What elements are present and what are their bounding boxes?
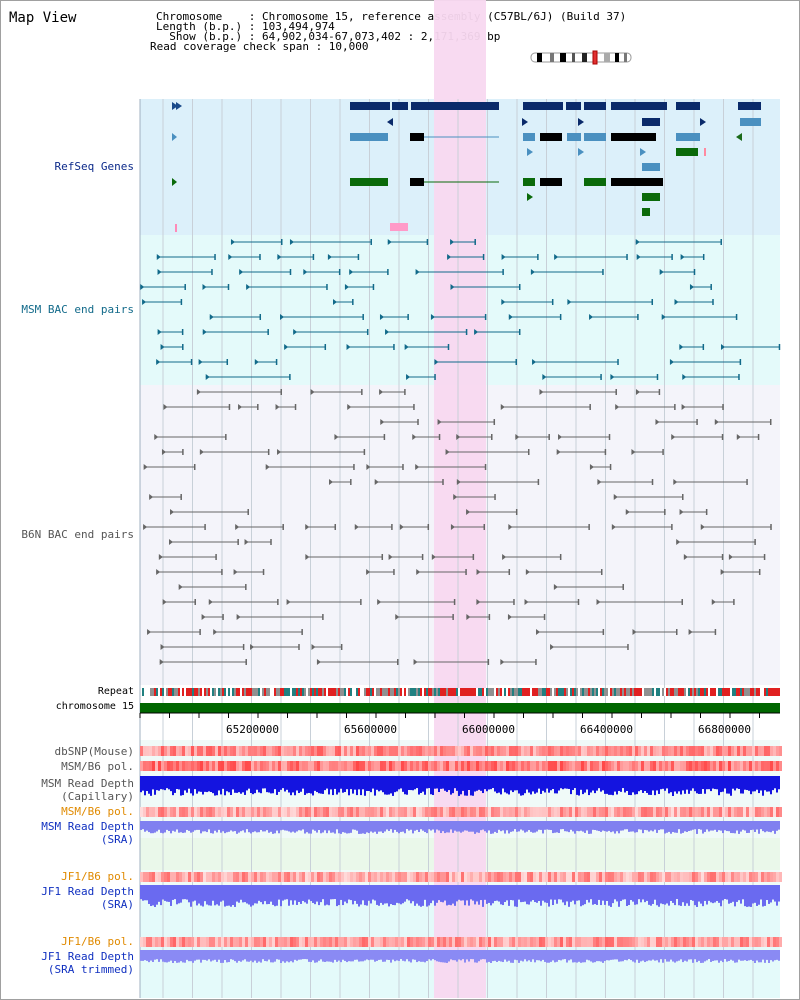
msm-bac-track-label[interactable]: MSM BAC end pairs (21, 303, 134, 316)
axis-tick-label: 66000000 (462, 723, 515, 736)
axis-tick-label: 65600000 (344, 723, 397, 736)
msm-b6-pol-label-1[interactable]: MSM/B6 pol. (61, 760, 134, 773)
read-depth-tracks[interactable] (140, 776, 780, 963)
chromosome-track-label[interactable]: chromosome 15 (55, 701, 134, 712)
length-info: Length (b.p.) : 103,494,974 (156, 20, 335, 33)
msm-depth-sra-label-1[interactable]: MSM Read Depth (41, 820, 134, 833)
axis-tick-label: 65200000 (226, 723, 279, 736)
polymorphism-tracks[interactable] (140, 746, 782, 947)
repeat-track[interactable] (142, 688, 780, 696)
repeat-track-label[interactable]: Repeat (97, 686, 134, 697)
b6n-bac-track[interactable] (143, 389, 772, 665)
refseq-genes-track[interactable] (172, 102, 761, 232)
msm-depth-cap-label-2: (Capillary) (61, 790, 134, 803)
axis-tick-marks (139, 713, 760, 718)
chromosome-ideogram[interactable] (530, 50, 632, 65)
axis-tick-label: 66800000 (698, 723, 751, 736)
selected-region-highlight[interactable] (434, 0, 486, 998)
msm-b6-pol-label-2[interactable]: MSM/B6 pol. (61, 805, 134, 818)
page-title: Map View (9, 10, 77, 26)
jf1-b6-pol-label-1[interactable]: JF1/B6 pol. (61, 870, 134, 883)
jf1-depth-sra-label-1[interactable]: JF1 Read Depth (41, 885, 134, 898)
grid-lines (139, 99, 754, 998)
jf1-depth-sra-label-2: (SRA) (100, 898, 134, 911)
msm-bac-track[interactable] (140, 239, 781, 380)
jf1-depth-trim-label-2: (SRA trimmed) (47, 963, 134, 976)
chromosome-bar[interactable] (140, 703, 780, 713)
jf1-depth-trim-label-1[interactable]: JF1 Read Depth (41, 950, 134, 963)
coverage-span-info: Read coverage check span : 10,000 (150, 40, 369, 53)
refseq-track-label[interactable]: RefSeq Genes (54, 160, 134, 173)
axis-tick-label: 66400000 (580, 723, 633, 736)
jf1-b6-pol-label-2[interactable]: JF1/B6 pol. (61, 935, 134, 948)
msm-depth-cap-label-1[interactable]: MSM Read Depth (41, 777, 134, 790)
b6n-bac-track-label[interactable]: B6N BAC end pairs (21, 528, 134, 541)
msm-depth-sra-label-2: (SRA) (100, 833, 134, 846)
dbsnp-track-label[interactable]: dbSNP(Mouse) (54, 745, 134, 758)
